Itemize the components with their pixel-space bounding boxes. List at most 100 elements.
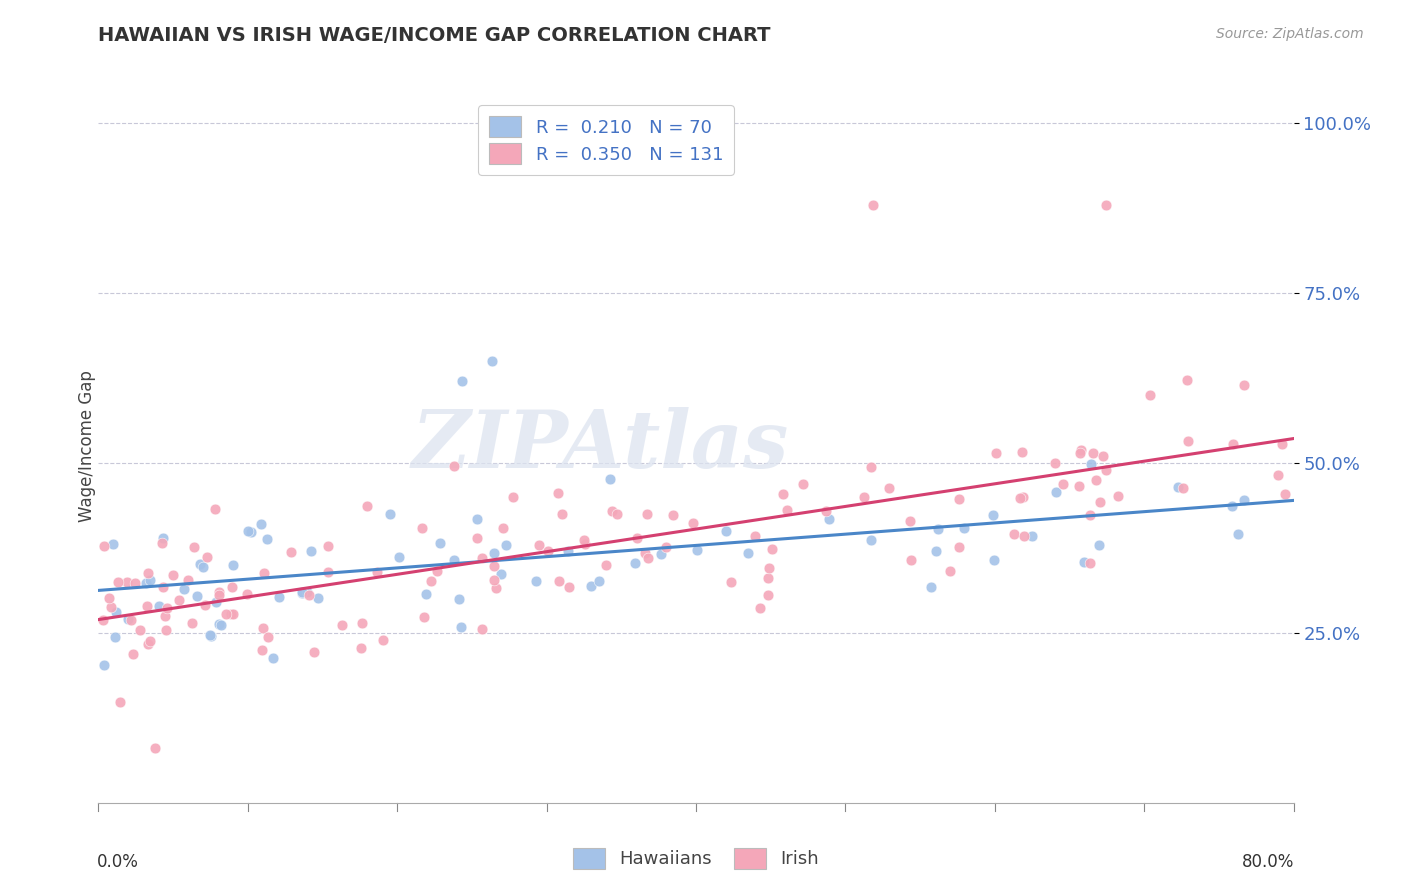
Point (267, 590, 290, 604)
Point (236, 587, 259, 601)
Point (595, 558, 617, 572)
Legend: Hawaiians, Irish: Hawaiians, Irish (565, 840, 827, 876)
Point (204, 595, 226, 609)
Point (100, 600, 122, 615)
Point (222, 607, 245, 621)
Point (253, 566, 276, 581)
Point (91, 613, 114, 627)
Point (98, 591, 121, 606)
Point (927, 522, 949, 536)
Point (208, 588, 231, 602)
Point (143, 741, 166, 756)
Point (792, 477, 814, 491)
Point (152, 581, 174, 595)
Point (551, 507, 574, 521)
Point (262, 651, 284, 665)
Point (316, 539, 339, 553)
Point (350, 641, 373, 656)
Point (103, 630, 125, 644)
Point (169, 592, 191, 607)
Point (637, 550, 659, 565)
Point (107, 574, 129, 589)
Point (1173, 481, 1195, 495)
Point (465, 532, 488, 546)
Point (1233, 493, 1256, 508)
Point (860, 533, 883, 547)
Point (1177, 434, 1199, 449)
Point (280, 545, 302, 559)
Point (600, 504, 623, 518)
Point (411, 521, 433, 535)
Point (761, 541, 783, 556)
Point (1069, 479, 1091, 493)
Point (366, 565, 388, 579)
Point (443, 459, 465, 474)
Point (415, 587, 437, 601)
Point (482, 574, 505, 588)
Point (330, 618, 353, 632)
Point (291, 585, 314, 599)
Point (108, 695, 131, 709)
Point (291, 585, 314, 599)
Point (879, 481, 901, 495)
Point (1069, 446, 1091, 460)
Text: ZIPAtlas: ZIPAtlas (412, 408, 789, 484)
Point (925, 544, 948, 558)
Point (378, 508, 401, 522)
Point (443, 553, 465, 567)
Point (599, 472, 621, 486)
Point (177, 573, 200, 587)
Point (921, 580, 943, 594)
Point (953, 521, 976, 535)
Point (588, 574, 610, 588)
Point (307, 591, 329, 605)
Point (714, 524, 737, 538)
Point (853, 491, 876, 505)
Point (557, 580, 579, 594)
Point (1078, 556, 1101, 570)
Point (186, 589, 208, 603)
Point (772, 487, 794, 501)
Point (948, 492, 970, 507)
Point (758, 561, 780, 575)
Point (302, 645, 325, 659)
Point (120, 613, 142, 627)
Point (183, 541, 205, 555)
Point (547, 486, 569, 500)
Point (574, 536, 596, 550)
Point (756, 588, 779, 602)
Point (776, 502, 799, 516)
Point (983, 553, 1005, 567)
Point (524, 574, 547, 588)
Point (250, 643, 273, 657)
Point (686, 543, 709, 558)
Point (527, 537, 550, 551)
Point (737, 546, 759, 560)
Point (1085, 473, 1108, 487)
Point (221, 580, 243, 594)
Point (195, 550, 218, 565)
Point (650, 547, 672, 561)
Point (482, 546, 505, 560)
Point (257, 630, 280, 644)
Point (193, 559, 215, 574)
Point (938, 564, 960, 578)
Point (1222, 436, 1244, 450)
Point (135, 576, 157, 591)
Point (1139, 388, 1161, 402)
Point (249, 516, 271, 531)
Point (209, 617, 232, 632)
Point (818, 511, 841, 525)
Point (482, 559, 505, 574)
Point (1222, 499, 1244, 513)
Point (634, 546, 657, 560)
Point (124, 576, 146, 591)
Point (153, 609, 176, 624)
Point (1014, 529, 1036, 543)
Point (155, 623, 177, 637)
Point (1002, 527, 1025, 541)
Point (1274, 487, 1296, 501)
Point (579, 579, 602, 593)
Point (356, 500, 378, 514)
Point (139, 573, 162, 587)
